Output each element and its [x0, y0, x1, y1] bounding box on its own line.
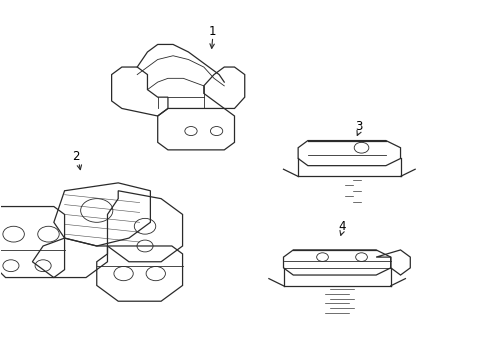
- Text: 1: 1: [209, 25, 216, 38]
- Text: 4: 4: [338, 220, 345, 233]
- Text: 3: 3: [355, 120, 362, 133]
- Text: 2: 2: [72, 150, 80, 163]
